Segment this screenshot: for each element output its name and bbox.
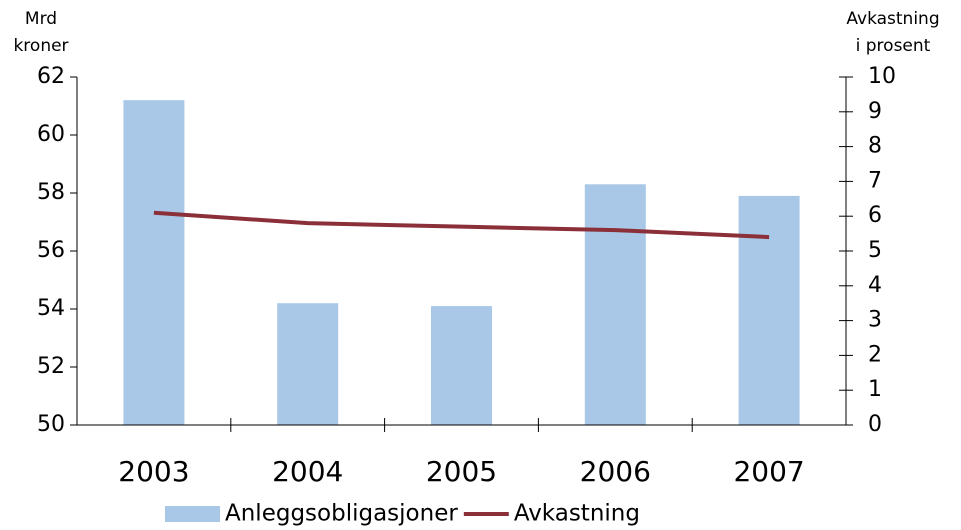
x-tick-label: 2006 [580,455,651,488]
y2-tick-label: 3 [868,308,882,333]
y2-tick-label: 10 [868,64,896,89]
bar [123,100,185,425]
bar [431,306,492,425]
y2-axis-label: Avkastning [846,9,939,29]
bar [277,303,339,425]
y2-tick-label: 0 [868,412,882,437]
legend-label: Avkastning [514,501,640,527]
x-tick-label: 2003 [118,455,189,488]
y-tick-label: 62 [37,64,65,89]
line [153,210,770,240]
y-tick-label: 58 [37,180,65,205]
x-tick-label: 2005 [426,455,497,488]
x-tick-label: 2007 [733,455,804,488]
y2-tick-label: 8 [868,134,882,159]
legend-swatch [165,506,220,522]
y2-tick-label: 6 [868,203,882,228]
y2-tick-label: 2 [868,342,882,367]
y2-tick-label: 1 [868,377,882,402]
bar [584,184,646,425]
y2-tick-label: 4 [868,273,882,298]
y-tick-label: 50 [37,412,65,437]
y-tick-label: 56 [37,238,65,263]
y-tick-label: 54 [37,296,65,321]
legend-label: Anleggsobligasjoner [225,501,458,527]
y-tick-label: 52 [37,354,65,379]
y2-tick-label: 5 [868,238,882,263]
y2-tick-label: 7 [868,168,882,193]
bar [738,195,800,425]
y-axis-label: kroner [13,36,68,56]
y-axis-label: Mrd [25,9,57,29]
y-tick-label: 60 [37,122,65,147]
y2-axis-label: i prosent [856,36,931,56]
y2-tick-label: 9 [868,99,882,124]
x-tick-label: 2004 [272,455,343,488]
